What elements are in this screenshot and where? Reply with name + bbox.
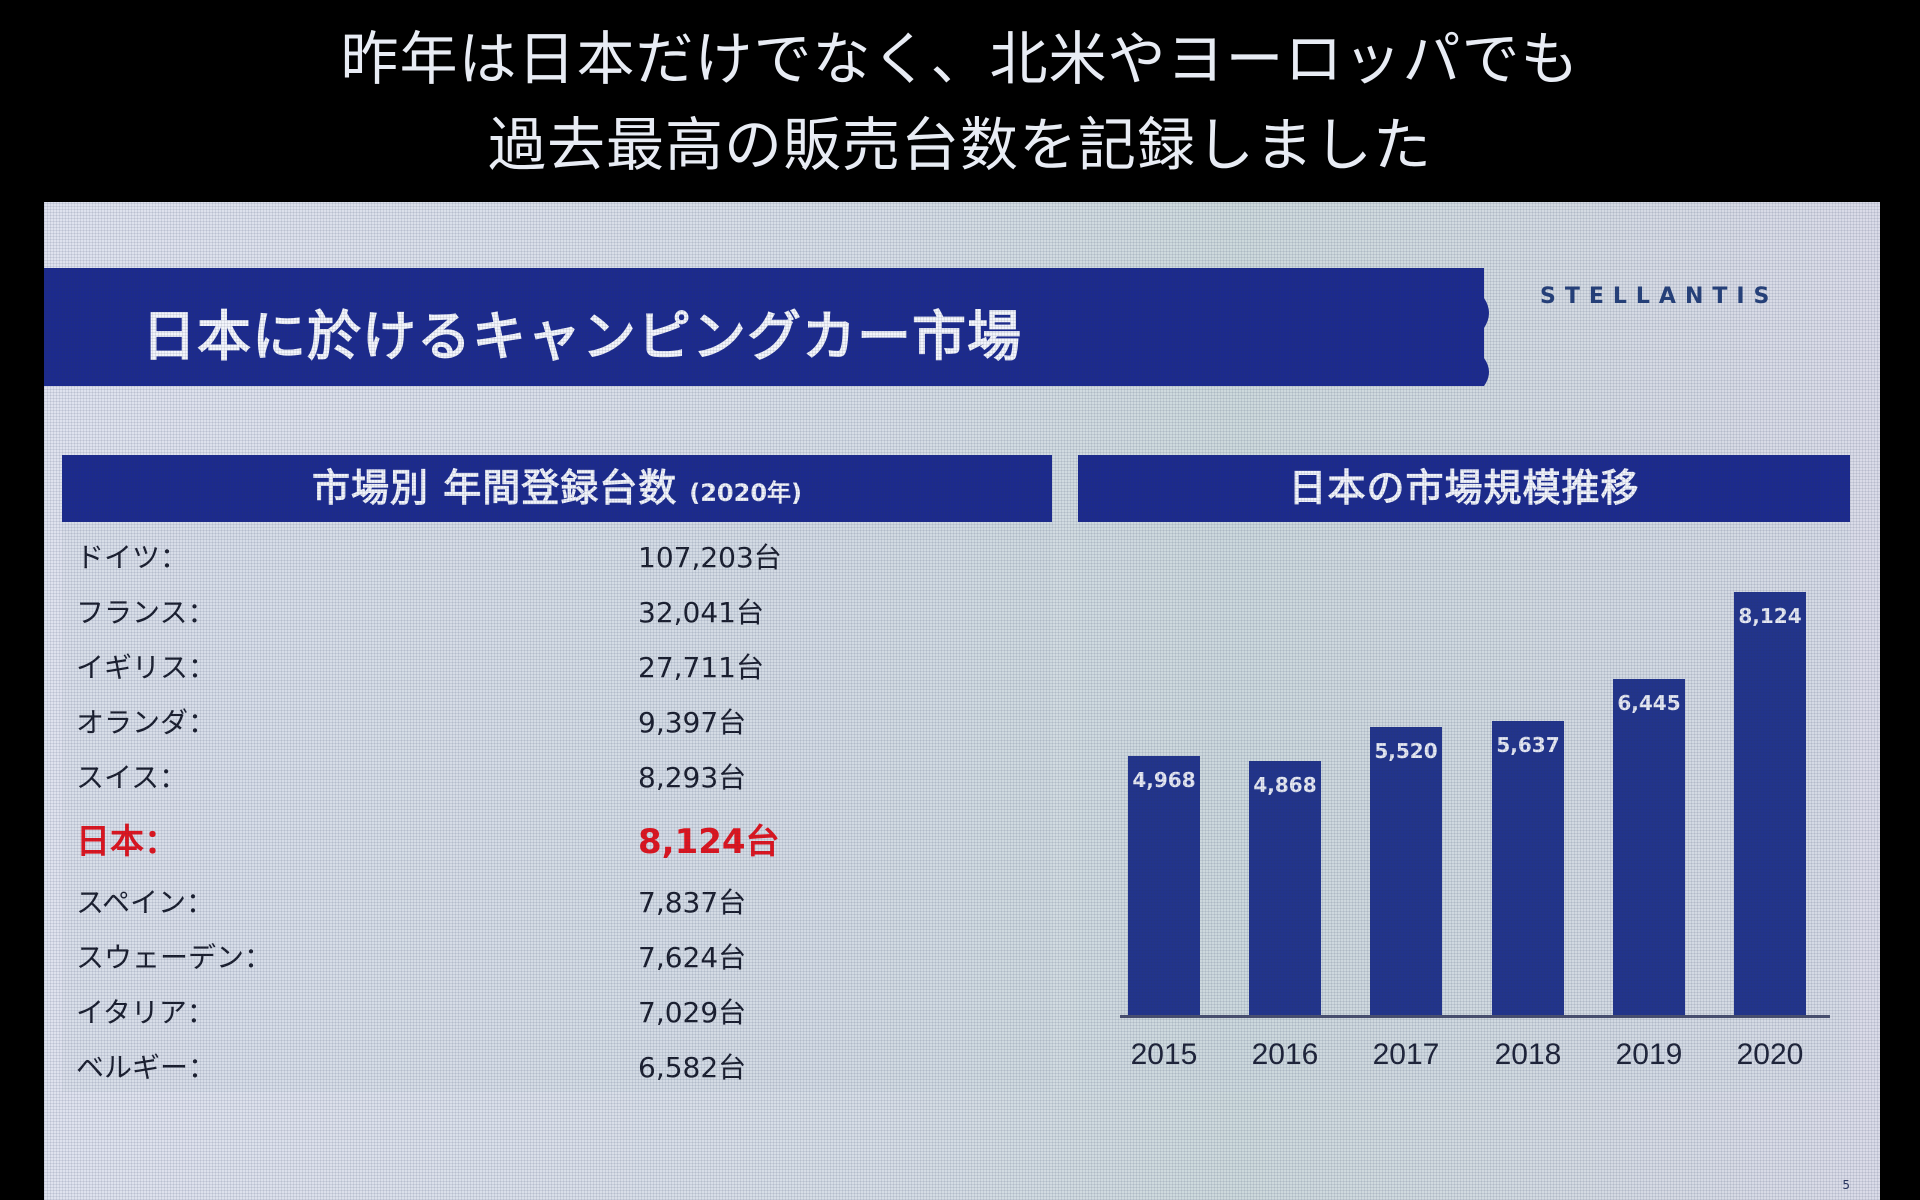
table-row: スウェーデン： 7,624台 — [62, 930, 1052, 980]
registration-count: 7,837台 — [638, 886, 747, 919]
x-tick-label: 2016 — [1251, 1038, 1319, 1071]
table-row: フランス： 32,041台 — [62, 585, 1052, 635]
country-name: スイス： — [76, 761, 188, 794]
bar-value-label: 4,868 — [1253, 773, 1317, 797]
bar-value-label: 5,637 — [1496, 733, 1560, 757]
country-name: イタリア： — [76, 996, 215, 1029]
registration-count: 7,624台 — [638, 941, 747, 974]
caption-line-1: 昨年は日本だけでなく、北米やヨーロッパでも — [340, 25, 1580, 93]
slide-title: 日本に於けるキャンピングカー市場 — [142, 305, 1022, 368]
bar-value-label: 5,520 — [1374, 739, 1438, 763]
bar-2018: 5,637 — [1492, 721, 1564, 1015]
x-tick-label: 2015 — [1130, 1038, 1198, 1071]
registration-count: 32,041台 — [638, 596, 764, 629]
japan-market-trend-title: 日本の市場規模推移 — [1288, 466, 1640, 510]
country-name: イギリス： — [76, 651, 217, 684]
market-registrations-header: 市場別 年間登録台数 (2020年) — [62, 455, 1052, 522]
bar-2017: 5,520 — [1370, 727, 1442, 1015]
x-tick-label: 2019 — [1615, 1038, 1683, 1071]
bar-2019: 6,445 — [1613, 679, 1685, 1015]
registration-count: 107,203台 — [638, 541, 782, 574]
stellantis-logo: STELLANTIS — [1540, 284, 1779, 309]
x-tick-label: 2020 — [1736, 1038, 1804, 1071]
registration-count: 9,397台 — [638, 706, 747, 739]
bar-2015: 4,968 — [1128, 756, 1200, 1015]
wavy-edge-decoration — [1470, 268, 1489, 386]
registration-count: 8,293台 — [638, 761, 747, 794]
slide-screen: 日本に於けるキャンピングカー市場 STELLANTIS 市場別 年間登録台数 (2… — [44, 202, 1880, 1200]
table-row: イギリス： 27,711台 — [62, 640, 1052, 690]
x-tick-label: 2017 — [1372, 1038, 1440, 1071]
registration-count: 6,582台 — [638, 1051, 747, 1084]
market-registrations-title: 市場別 年間登録台数 — [312, 466, 678, 510]
year-note: (2020年) — [689, 479, 802, 507]
x-axis-line — [1120, 1015, 1830, 1018]
table-row: イタリア： 7,029台 — [62, 985, 1052, 1035]
table-row: オランダ： 9,397台 — [62, 695, 1052, 745]
title-band: 日本に於けるキャンピングカー市場 — [44, 268, 1489, 386]
table-row: スペイン： 7,837台 — [62, 875, 1052, 925]
bar-value-label: 4,968 — [1132, 768, 1196, 792]
country-name: スウェーデン： — [76, 941, 273, 974]
bar-2020: 8,124 — [1734, 592, 1806, 1015]
japan-market-bar-chart: 4,968 4,868 5,520 5,637 6,445 8,124 2015… — [1078, 522, 1850, 1092]
caption-line-2: 過去最高の販売台数を記録しました — [487, 111, 1432, 179]
table-row: ベルギー： 6,582台 — [62, 1040, 1052, 1090]
market-registrations-table: ドイツ： 107,203台 フランス： 32,041台 イギリス： 27,711台 オ… — [62, 522, 1052, 1092]
registration-count: 7,029台 — [638, 996, 747, 1029]
table-row-highlighted: 日本： 8,124台 — [62, 812, 1052, 862]
bar-2016: 4,868 — [1249, 761, 1321, 1015]
country-name: 日本： — [76, 822, 178, 862]
table-row: スイス： 8,293台 — [62, 750, 1052, 800]
registration-count: 27,711台 — [638, 651, 764, 684]
japan-market-trend-header: 日本の市場規模推移 — [1078, 455, 1850, 522]
country-name: ベルギー： — [76, 1051, 217, 1084]
page-number: 5 — [1842, 1178, 1850, 1192]
x-tick-label: 2018 — [1494, 1038, 1562, 1071]
country-name: オランダ： — [76, 706, 217, 739]
bar-value-label: 6,445 — [1617, 691, 1681, 715]
country-name: スペイン： — [76, 886, 215, 919]
registration-count: 8,124台 — [638, 822, 780, 862]
country-name: フランス： — [76, 596, 216, 629]
table-row: ドイツ： 107,203台 — [62, 530, 1052, 580]
country-name: ドイツ： — [76, 541, 189, 574]
bar-value-label: 8,124 — [1738, 604, 1802, 628]
